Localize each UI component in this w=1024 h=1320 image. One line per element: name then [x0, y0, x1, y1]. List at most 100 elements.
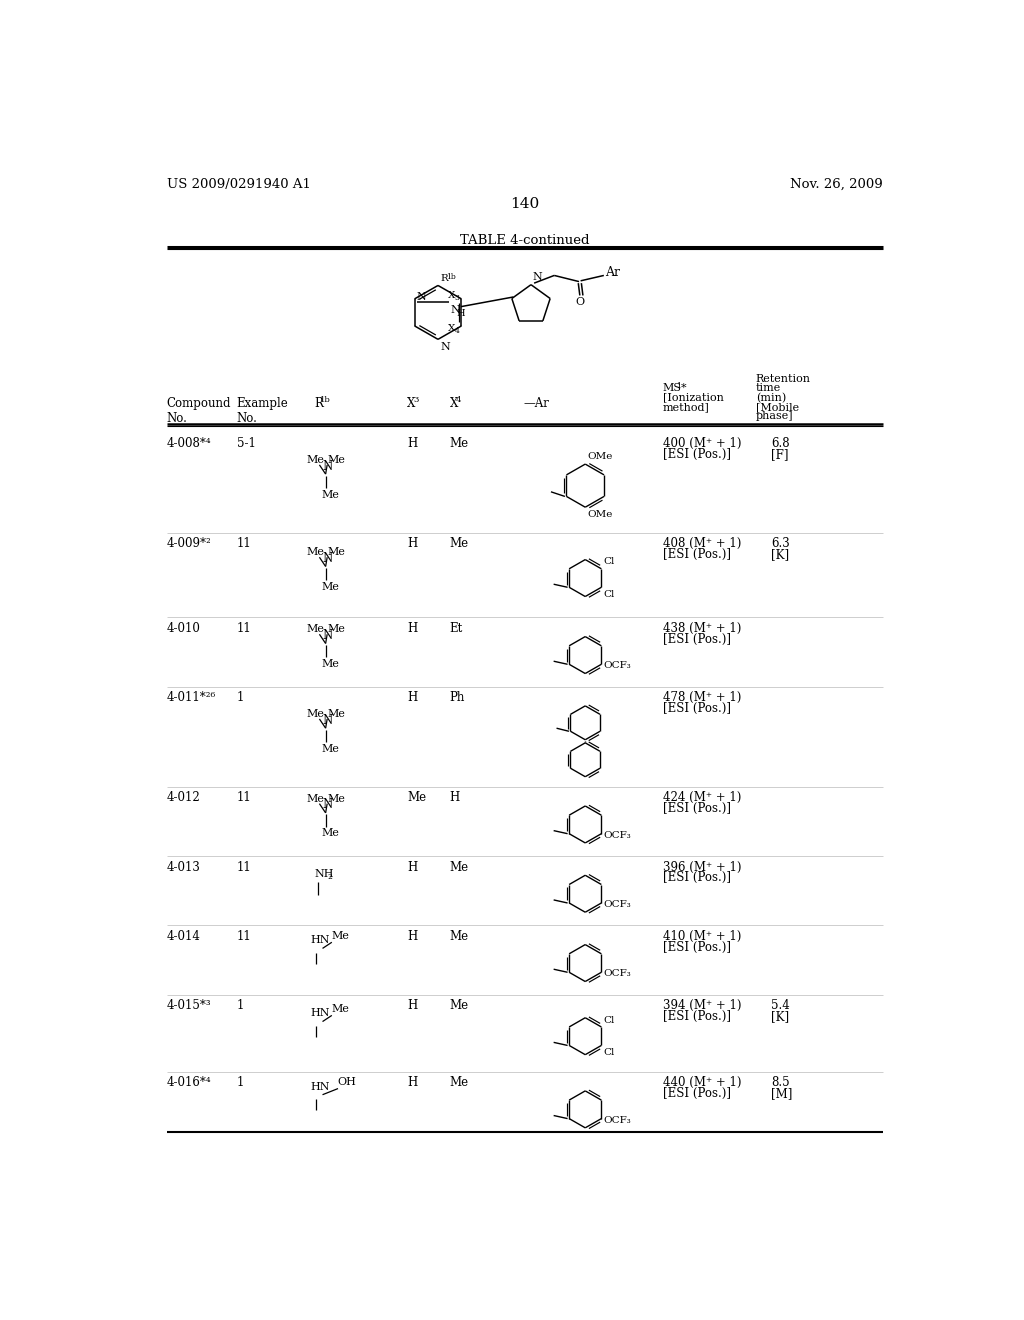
Text: Et: Et — [450, 622, 463, 635]
Text: R: R — [440, 275, 449, 284]
Text: 4-011*²⁶: 4-011*²⁶ — [167, 692, 216, 705]
Text: 440 (M⁺ + 1): 440 (M⁺ + 1) — [663, 1076, 741, 1089]
Text: N: N — [417, 292, 427, 301]
Text: Me: Me — [450, 929, 469, 942]
Text: [ESI (Pos.)]: [ESI (Pos.)] — [663, 941, 731, 954]
Text: [Ionization: [Ionization — [663, 392, 724, 403]
Text: Me: Me — [321, 743, 339, 754]
Text: Me: Me — [321, 490, 339, 499]
Text: OCF₃: OCF₃ — [604, 969, 632, 978]
Text: Cl: Cl — [604, 590, 615, 598]
Text: Ph: Ph — [450, 692, 465, 705]
Text: [ESI (Pos.)]: [ESI (Pos.)] — [663, 1010, 731, 1023]
Text: Me: Me — [450, 437, 469, 450]
Text: Me: Me — [321, 582, 339, 591]
Text: [ESI (Pos.)]: [ESI (Pos.)] — [663, 548, 731, 561]
Text: 3: 3 — [455, 294, 460, 302]
Text: Me: Me — [306, 548, 325, 557]
Text: Me: Me — [321, 659, 339, 669]
Text: [K]: [K] — [771, 1010, 790, 1023]
Text: 11: 11 — [237, 861, 251, 874]
Text: Me: Me — [328, 624, 346, 635]
Text: H: H — [407, 622, 417, 635]
Text: [ESI (Pos.)]: [ESI (Pos.)] — [663, 447, 731, 461]
Text: Me: Me — [306, 709, 325, 719]
Text: 424 (M⁺ + 1): 424 (M⁺ + 1) — [663, 792, 741, 804]
Text: 3: 3 — [414, 396, 419, 404]
Text: US 2009/0291940 A1: US 2009/0291940 A1 — [167, 178, 310, 190]
Text: Me: Me — [450, 861, 469, 874]
Text: NH: NH — [314, 869, 334, 879]
Text: [ESI (Pos.)]: [ESI (Pos.)] — [663, 1088, 731, 1100]
Text: H: H — [450, 792, 460, 804]
Text: X: X — [450, 397, 458, 411]
Text: 11: 11 — [237, 622, 251, 635]
Text: Compound
No.: Compound No. — [167, 397, 231, 425]
Text: 4-016*⁴: 4-016*⁴ — [167, 1076, 211, 1089]
Text: Me: Me — [331, 1005, 349, 1014]
Text: X: X — [407, 397, 416, 411]
Text: 410 (M⁺ + 1): 410 (M⁺ + 1) — [663, 929, 741, 942]
Text: X: X — [447, 325, 455, 334]
Text: Me: Me — [328, 793, 346, 804]
Text: —Ar: —Ar — [523, 397, 549, 411]
Text: OCF₃: OCF₃ — [604, 900, 632, 909]
Text: 394 (M⁺ + 1): 394 (M⁺ + 1) — [663, 999, 741, 1012]
Text: 396 (M⁺ + 1): 396 (M⁺ + 1) — [663, 861, 741, 874]
Text: Example
No.: Example No. — [237, 397, 288, 425]
Text: OH: OH — [337, 1077, 356, 1088]
Text: method]: method] — [663, 401, 710, 412]
Text: HN: HN — [310, 1081, 330, 1092]
Text: N: N — [323, 552, 333, 565]
Text: 1b: 1b — [321, 396, 331, 404]
Text: [ESI (Pos.)]: [ESI (Pos.)] — [663, 803, 731, 816]
Text: Retention: Retention — [756, 374, 811, 384]
Text: H: H — [407, 861, 417, 874]
Text: [K]: [K] — [771, 548, 790, 561]
Text: Me: Me — [328, 455, 346, 465]
Text: H: H — [407, 929, 417, 942]
Text: OCF₃: OCF₃ — [604, 661, 632, 671]
Text: Me: Me — [306, 455, 325, 465]
Text: H: H — [407, 437, 417, 450]
Text: N: N — [323, 459, 333, 473]
Text: 11: 11 — [237, 537, 251, 550]
Text: time: time — [756, 383, 781, 393]
Text: Me: Me — [450, 537, 469, 550]
Text: 5-1: 5-1 — [237, 437, 255, 450]
Text: 4-015*³: 4-015*³ — [167, 999, 211, 1012]
Text: N: N — [323, 628, 333, 642]
Text: Nov. 26, 2009: Nov. 26, 2009 — [791, 178, 883, 190]
Text: 478 (M⁺ + 1): 478 (M⁺ + 1) — [663, 692, 741, 705]
Text: Me: Me — [328, 709, 346, 719]
Text: MS*: MS* — [663, 383, 687, 393]
Text: H: H — [457, 309, 465, 318]
Text: [ESI (Pos.)]: [ESI (Pos.)] — [663, 632, 731, 645]
Text: OMe: OMe — [588, 511, 613, 519]
Text: [Mobile: [Mobile — [756, 401, 799, 412]
Text: [ESI (Pos.)]: [ESI (Pos.)] — [663, 871, 731, 884]
Text: H: H — [407, 1076, 417, 1089]
Text: OCF₃: OCF₃ — [604, 830, 632, 840]
Text: Me: Me — [321, 829, 339, 838]
Text: Cl: Cl — [604, 1048, 615, 1057]
Text: [M]: [M] — [771, 1088, 793, 1100]
Text: Cl: Cl — [604, 557, 615, 566]
Text: 11: 11 — [237, 792, 251, 804]
Text: 4-012: 4-012 — [167, 792, 201, 804]
Text: O: O — [575, 297, 585, 308]
Text: 1: 1 — [237, 1076, 244, 1089]
Text: N: N — [440, 342, 451, 351]
Text: (min): (min) — [756, 392, 786, 403]
Text: TABLE 4-continued: TABLE 4-continued — [460, 234, 590, 247]
Text: Cl: Cl — [604, 1015, 615, 1024]
Text: 1: 1 — [676, 381, 681, 389]
Text: Me: Me — [331, 931, 349, 941]
Text: 438 (M⁺ + 1): 438 (M⁺ + 1) — [663, 622, 741, 635]
Text: HN: HN — [310, 1008, 330, 1019]
Text: 6.8: 6.8 — [771, 437, 790, 450]
Text: 140: 140 — [510, 197, 540, 211]
Text: Me: Me — [306, 793, 325, 804]
Text: 1: 1 — [237, 999, 244, 1012]
Text: OMe: OMe — [588, 451, 613, 461]
